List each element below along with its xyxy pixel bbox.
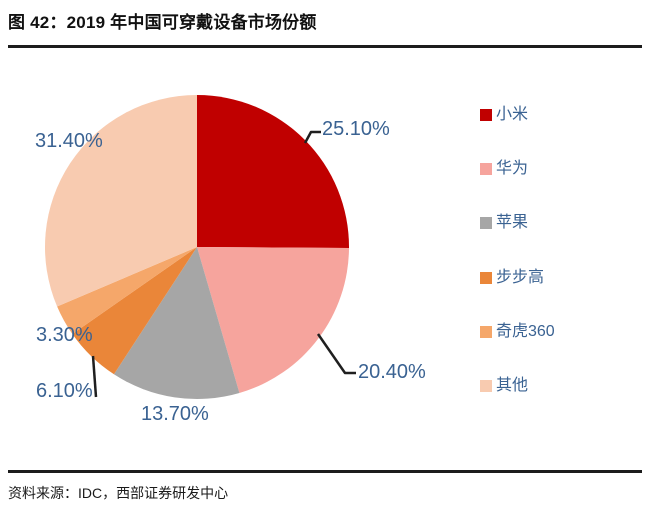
pie-slice-3 (72, 247, 197, 375)
leader-line-xiaomi (303, 130, 321, 144)
leader-line-huawei (316, 333, 356, 375)
figure-title: 图 42：2019 年中国可穿戴设备市场份额 (8, 13, 317, 32)
legend-label-huawei: 华为 (496, 160, 529, 177)
pct-label-huawei: 20.40% (358, 361, 426, 383)
pct-label-bbk: 6.10% (36, 380, 93, 402)
pie-slice-4 (57, 247, 198, 335)
pie-slice-0 (197, 95, 350, 248)
legend-swatch-xiaomi (480, 109, 492, 121)
title-divider (8, 45, 642, 48)
legend-item-apple: 苹果 (480, 212, 528, 234)
pie-slice-2 (113, 247, 240, 399)
source-divider (8, 470, 642, 473)
pct-label-xiaomi: 25.10% (322, 118, 390, 140)
legend-label-bbk: 步步高 (496, 269, 545, 286)
leader-line-bbk (91, 355, 98, 398)
legend-swatch-other (480, 380, 492, 392)
pct-label-apple: 13.70% (141, 403, 209, 425)
legend-swatch-apple (480, 217, 492, 229)
legend-swatch-huawei (480, 163, 492, 175)
legend-item-huawei: 华为 (480, 158, 528, 180)
pct-label-other: 31.40% (35, 130, 103, 152)
legend-item-bbk: 步步高 (480, 267, 544, 289)
legend-item-xiaomi: 小米 (480, 104, 528, 126)
pie-slices (44, 94, 350, 399)
legend-label-xiaomi: 小米 (496, 106, 529, 123)
legend-swatch-qihoo (480, 326, 492, 338)
legend-swatch-bbk (480, 272, 492, 284)
legend-item-qihoo: 奇虎360 (480, 321, 555, 343)
pct-label-qihoo: 3.30% (36, 324, 93, 346)
legend-label-qihoo: 奇虎360 (496, 323, 555, 340)
source-note: 资料来源：IDC，西部证券研发中心 (8, 485, 229, 501)
legend-label-other: 其他 (496, 377, 529, 394)
pie-slice-1 (197, 247, 349, 393)
legend-item-other: 其他 (480, 375, 528, 397)
pie-slice-5 (44, 94, 198, 307)
legend-label-apple: 苹果 (496, 214, 529, 231)
